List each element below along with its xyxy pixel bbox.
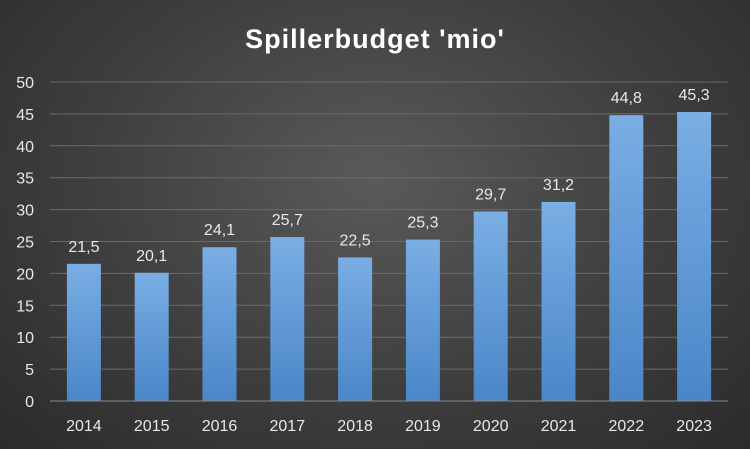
y-tick-label: 5 (25, 362, 34, 379)
data-label-2020: 29,7 (475, 187, 506, 204)
data-label-2016: 24,1 (204, 222, 235, 239)
data-label-2018: 22,5 (340, 232, 371, 249)
y-tick-label: 45 (16, 107, 34, 124)
y-tick-label: 40 (16, 139, 34, 156)
x-tick-label: 2016 (202, 418, 238, 435)
x-tick-label: 2015 (134, 418, 170, 435)
data-label-2015: 20,1 (136, 248, 167, 265)
bar-2019 (405, 239, 440, 401)
y-tick-label: 25 (16, 235, 34, 252)
bar-2021 (541, 201, 576, 401)
bar-2015 (134, 272, 169, 401)
bar-2023 (677, 111, 712, 402)
y-tick-label: 10 (16, 330, 34, 347)
data-label-2014: 21,5 (68, 239, 99, 256)
x-tick-label: 2019 (405, 418, 441, 435)
data-label-2021: 31,2 (543, 177, 574, 194)
y-tick-label: 35 (16, 171, 34, 188)
data-label-2022: 44,8 (611, 90, 642, 107)
chart-title: Spillerbudget 'mio' (245, 24, 505, 54)
bar-2018 (338, 257, 373, 401)
x-tick-label: 2021 (541, 418, 577, 435)
y-tick-label: 50 (16, 75, 34, 92)
y-axis-ticks: 0 5 10 15 20 25 30 35 40 45 50 (16, 75, 34, 411)
bar-2022 (609, 115, 644, 402)
bar-2020 (473, 211, 508, 401)
y-tick-label: 0 (25, 394, 34, 411)
x-tick-label: 2022 (609, 418, 645, 435)
data-label-2017: 25,7 (272, 212, 303, 229)
data-label-2023: 45,3 (679, 87, 710, 104)
x-tick-label: 2018 (337, 418, 373, 435)
bar-2017 (270, 237, 305, 401)
y-tick-label: 30 (16, 203, 34, 220)
x-tick-label: 2017 (270, 418, 306, 435)
y-tick-label: 20 (16, 266, 34, 283)
data-label-2019: 25,3 (407, 215, 438, 232)
x-tick-label: 2020 (473, 418, 509, 435)
bars (66, 111, 712, 402)
x-tick-label: 2023 (676, 418, 712, 435)
data-labels: 21,5 20,1 24,1 25,7 22,5 25,3 29,7 31,2 44,8 45,3 (68, 87, 709, 265)
bar-2016 (202, 247, 237, 401)
x-axis-ticks: 2014 2015 2016 2017 2018 2019 2020 2021 2022 2023 (66, 418, 712, 435)
bar-2014 (66, 263, 101, 401)
x-tick-label: 2014 (66, 418, 102, 435)
y-tick-label: 15 (16, 298, 34, 315)
